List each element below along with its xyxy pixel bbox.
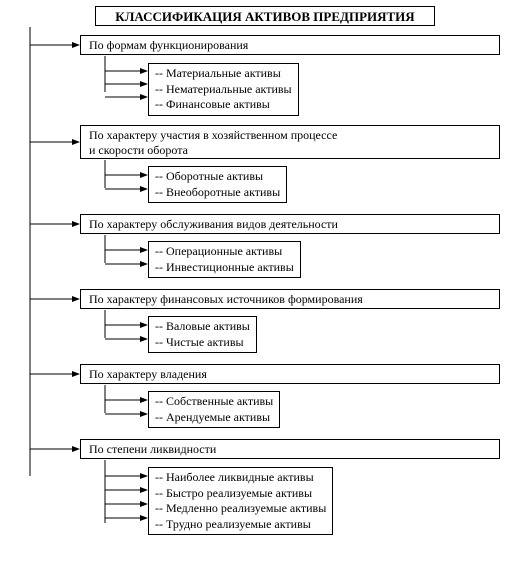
item-gross: -- Валовые активы xyxy=(155,319,250,335)
item-slow: -- Медленно реализуемые активы xyxy=(155,501,326,517)
cat-ownership: По характеру владения xyxy=(80,364,500,384)
cat-liquidity: По степени ликвидности xyxy=(80,439,500,459)
item-financial: -- Финансовые активы xyxy=(155,97,292,113)
item-mostliquid: -- Наиболее ликвидные активы xyxy=(155,470,326,486)
item-investment: -- Инвестиционные активы xyxy=(155,260,294,276)
cat-forms-items: -- Материальные активы-- Нематериальные … xyxy=(148,63,299,116)
cat-turnover-label-line: и скорости оборота xyxy=(89,143,491,158)
item-material: -- Материальные активы xyxy=(155,66,292,82)
cat-liquidity-items: -- Наиболее ликвидные активы-- Быстро ре… xyxy=(148,467,333,535)
item-intangible: -- Нематериальные активы xyxy=(155,82,292,98)
cat-service-label-line: По характеру обслуживания видов деятельн… xyxy=(89,217,491,232)
cat-liquidity-label-line: По степени ликвидности xyxy=(89,442,491,457)
item-own: -- Собственные активы xyxy=(155,394,273,410)
item-current: -- Оборотные активы xyxy=(155,169,280,185)
cat-service: По характеру обслуживания видов деятельн… xyxy=(80,214,500,234)
cat-forms: По формам функционирования xyxy=(80,35,500,55)
cat-funding-label-line: По характеру финансовых источников форми… xyxy=(89,292,491,307)
cat-ownership-items: -- Собственные активы-- Арендуемые актив… xyxy=(148,391,280,428)
cat-ownership-label-line: По характеру владения xyxy=(89,367,491,382)
diagram-title: КЛАССИФИКАЦИЯ АКТИВОВ ПРЕДПРИЯТИЯ xyxy=(95,6,435,26)
item-net: -- Чистые активы xyxy=(155,335,250,351)
item-leased: -- Арендуемые активы xyxy=(155,410,273,426)
item-hard: -- Трудно реализуемые активы xyxy=(155,517,326,533)
cat-turnover-items: -- Оборотные активы-- Внеоборотные актив… xyxy=(148,166,287,203)
cat-forms-label-line: По формам функционирования xyxy=(89,38,491,53)
cat-funding: По характеру финансовых источников форми… xyxy=(80,289,500,309)
cat-turnover: По характеру участия в хозяйственном про… xyxy=(80,125,500,159)
item-fast: -- Быстро реализуемые активы xyxy=(155,486,326,502)
item-operational: -- Операционные активы xyxy=(155,244,294,260)
item-noncurrent: -- Внеоборотные активы xyxy=(155,185,280,201)
cat-turnover-label-line: По характеру участия в хозяйственном про… xyxy=(89,128,491,143)
cat-funding-items: -- Валовые активы-- Чистые активы xyxy=(148,316,257,353)
cat-service-items: -- Операционные активы-- Инвестиционные … xyxy=(148,241,301,278)
